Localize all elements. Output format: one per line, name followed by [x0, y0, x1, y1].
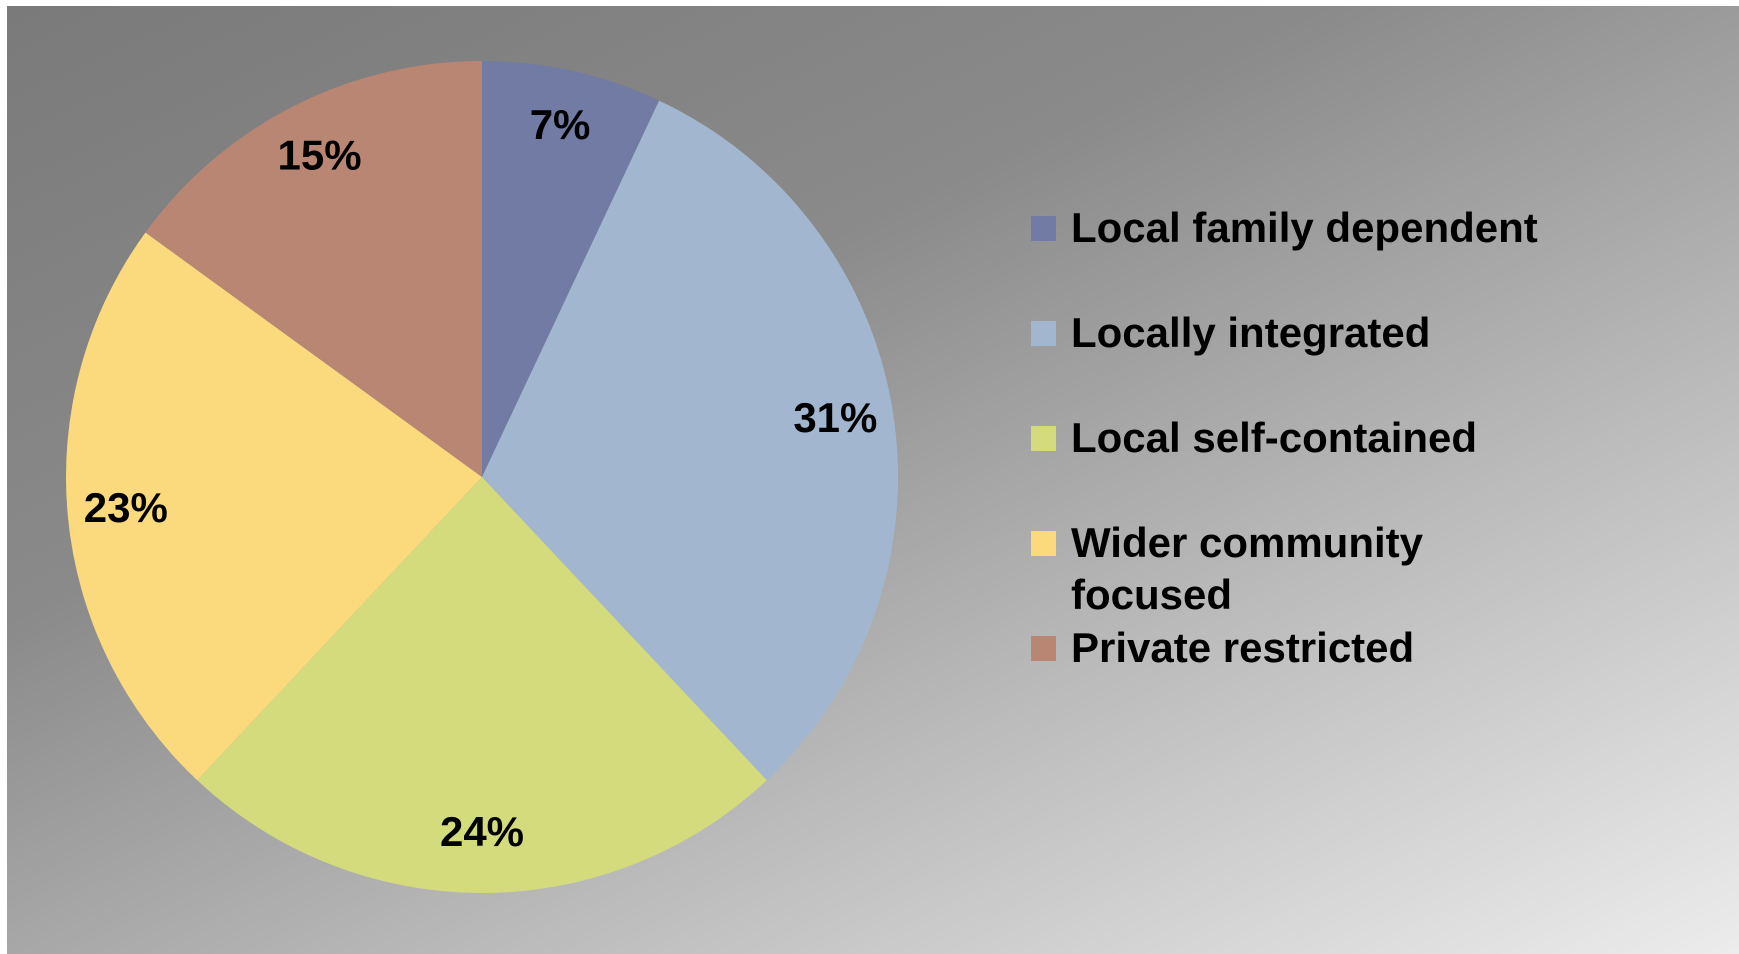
pie-slice [197, 477, 767, 893]
data-label: 24% [440, 808, 524, 855]
legend-swatch [1031, 216, 1056, 241]
legend-item: Local self-contained [1031, 412, 1540, 464]
legend-label: Locally integrated [1071, 309, 1431, 356]
legend-swatch [1031, 321, 1056, 346]
data-label: 23% [84, 484, 168, 531]
data-label: 15% [278, 131, 362, 178]
legend-swatch [1031, 636, 1056, 661]
legend-label: Private restricted [1071, 624, 1415, 671]
legend-label: Local family dependent [1071, 204, 1538, 251]
legend-item: Wider community focused [1031, 517, 1540, 621]
legend-label: Wider community focused [1071, 519, 1423, 618]
legend-item: Private restricted [1031, 622, 1540, 674]
data-label: 31% [793, 394, 877, 441]
data-label: 7% [530, 101, 591, 148]
legend: Local family dependent Locally integrated… [1031, 202, 1540, 727]
legend-item: Local family dependent [1031, 202, 1540, 254]
pie: 7% 31% 24% 23% 15% [65, 61, 898, 893]
chart: 7% 31% 24% 23% 15% Local family dependent Loc… [7, 6, 1739, 954]
legend-swatch [1031, 531, 1056, 556]
legend-item: Locally integrated [1031, 307, 1540, 359]
pie-slice [482, 61, 660, 477]
legend-label: Local self-contained [1071, 414, 1478, 461]
pie-slice [65, 232, 483, 781]
pie-slice [145, 61, 483, 477]
legend-swatch [1031, 426, 1056, 451]
pie-slice [482, 100, 898, 781]
